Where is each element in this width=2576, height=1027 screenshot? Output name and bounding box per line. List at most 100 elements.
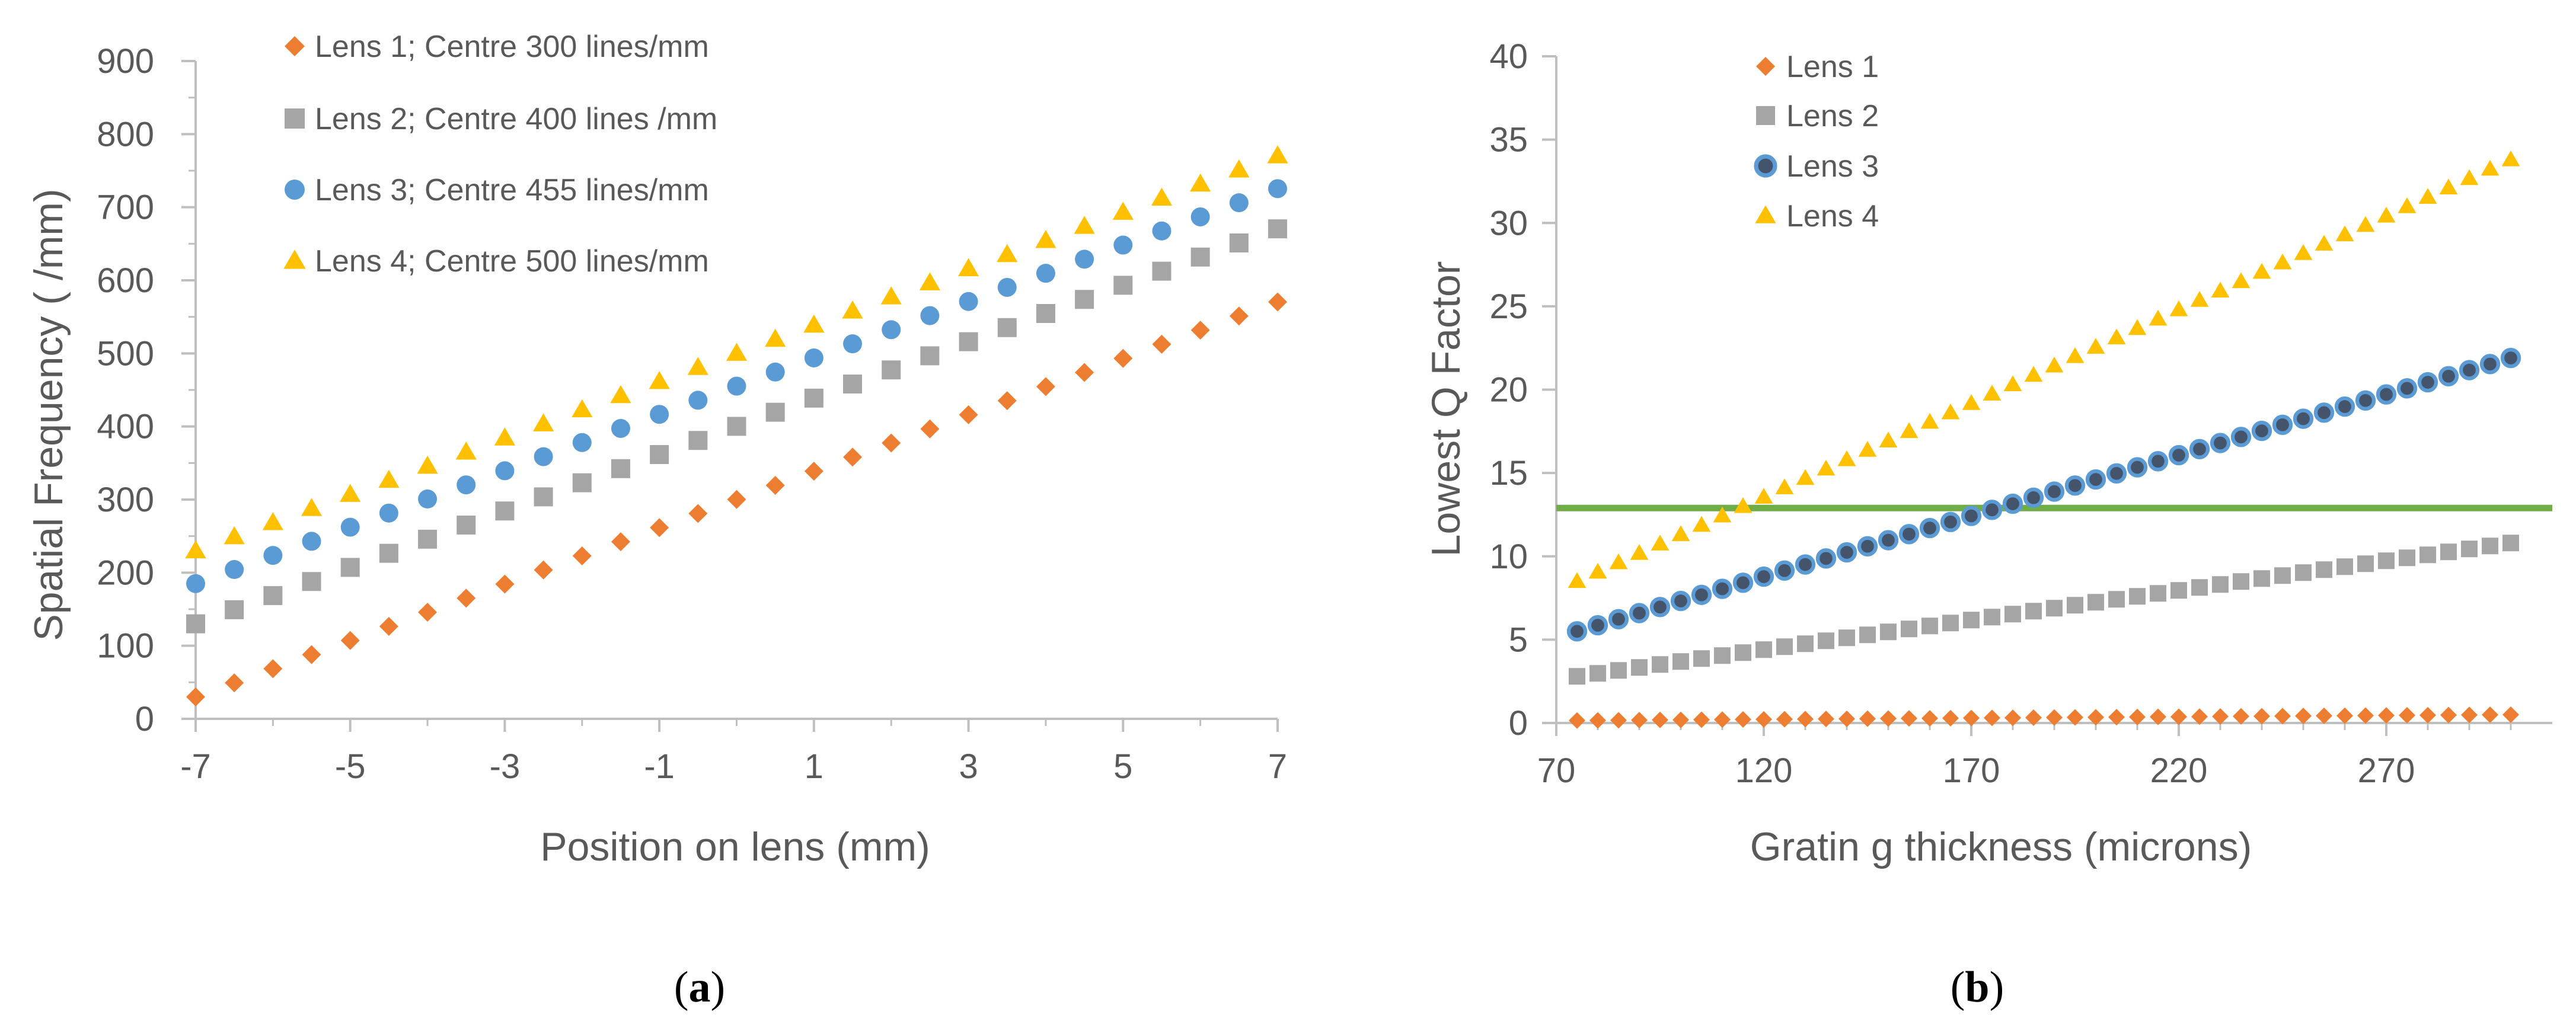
chart-b-point-series-2	[1921, 618, 1938, 635]
chart-b-point-series-4	[1692, 516, 1711, 532]
chart-b-point-series-1	[2482, 706, 2498, 724]
chart-b-point-series-2	[1901, 620, 1917, 638]
chart-b-point-series-3	[2023, 487, 2044, 508]
chart-a-point-series-1	[765, 475, 785, 495]
chart-b-point-series-3	[1940, 511, 1961, 532]
chart-b-point-series-3	[2044, 481, 2065, 502]
chart-a-point-series-4	[957, 258, 979, 277]
chart-b-point-series-4	[1609, 553, 1628, 570]
chart-b-point-series-4	[1796, 469, 1815, 485]
chart-a-point-series-2	[611, 459, 630, 478]
chart-a-point-series-2	[997, 318, 1017, 337]
chart-b-point-series-4	[2460, 169, 2479, 185]
chart-a-point-series-4	[1190, 173, 1211, 192]
chart-a-xtick-label: 7	[1268, 747, 1287, 786]
chart-a-point-series-1	[379, 616, 398, 636]
chart-b-ytick-label: 25	[1489, 287, 1528, 326]
chart-a-point-series-3	[534, 447, 553, 466]
chart-a-point-series-2	[1113, 276, 1133, 295]
caption-b-open: (	[1951, 963, 1965, 1012]
chart-a-axes	[181, 60, 1279, 732]
chart-b-point-series-1	[1859, 710, 1876, 727]
chart-b-point-series-4	[2045, 356, 2064, 373]
chart-a-ytick-label: 600	[97, 261, 154, 300]
chart-a-point-series-3	[1229, 193, 1249, 213]
chart-a-point-series-1	[302, 645, 321, 664]
chart-b-point-series-1	[1610, 712, 1627, 729]
chart-a-point-series-2	[302, 572, 321, 591]
chart-a-point-series-4	[880, 286, 902, 305]
chart-a-point-series-1	[688, 504, 708, 523]
chart-b-point-series-1	[1652, 711, 1668, 728]
chart-a-ytick-label: 500	[97, 334, 154, 373]
chart-a-point-series-3	[1268, 179, 1287, 199]
chart-b-ylabel: Lowest Q Factor	[1423, 261, 1469, 557]
chart-a-legend-label-1: Lens 1; Centre 300 lines/mm	[315, 30, 709, 64]
chart-b-point-series-1	[1755, 711, 1772, 728]
chart-a-legend-marker-3	[285, 180, 305, 200]
chart-a-point-series-3	[302, 532, 321, 551]
chart-b-ytick-label: 10	[1489, 538, 1528, 576]
chart-a-point-series-1	[418, 603, 438, 622]
chart-b-point-series-2	[1652, 656, 1668, 673]
chart-b-point-series-2	[1963, 612, 1980, 629]
chart-b-legend-label-3: Lens 3	[1786, 149, 1879, 184]
chart-a-ytick-label: 200	[97, 554, 154, 592]
chart-b-point-series-2	[2419, 546, 2436, 564]
chart-a-point-series-1	[225, 673, 244, 693]
chart-b-point-series-2	[1610, 662, 1627, 679]
chart-a-point-series-3	[611, 418, 630, 438]
chart-b-point-series-4	[1671, 525, 1690, 542]
chart-a-point-series-2	[650, 445, 669, 465]
chart-a-ytick-label: 0	[135, 700, 154, 738]
chart-a-point-series-3	[457, 475, 476, 495]
chart-a-point-series-3	[186, 574, 205, 593]
caption-b: (b)	[1951, 963, 2004, 1012]
chart-b-point-series-4	[2294, 244, 2313, 260]
chart-a-ytick-label: 700	[97, 188, 154, 227]
chart-a-point-series-4	[572, 399, 593, 418]
chart-b-point-series-3	[2189, 439, 2210, 459]
chart-b-point-series-4	[2107, 328, 2126, 345]
chart-a-point-series-2	[263, 586, 283, 606]
chart-a-point-series-3	[959, 292, 978, 311]
chart-a-point-series-4	[649, 371, 670, 389]
chart-a-point-series-4	[1151, 187, 1173, 206]
chart-b-point-series-1	[2357, 707, 2374, 724]
chart-b-point-series-1	[2108, 709, 2125, 726]
chart-b-point-series-4	[2315, 235, 2334, 251]
chart-a-point-series-1	[457, 588, 476, 608]
chart-b-point-series-1	[2170, 708, 2187, 725]
chart-b-point-series-3	[1981, 500, 2003, 520]
chart-a-point-series-4	[455, 441, 477, 460]
chart-a-point-series-3	[1075, 249, 1094, 269]
chart-b-point-series-4	[2501, 150, 2520, 167]
chart-a-point-series-2	[495, 501, 515, 521]
chart-a-point-series-1	[1036, 377, 1055, 396]
chart-b-point-series-4	[2086, 338, 2105, 354]
chart-b-point-series-2	[2233, 573, 2249, 590]
chart-b-point-series-4	[1900, 422, 1919, 439]
chart-b-point-series-1	[2067, 709, 2083, 726]
chart-b-point-series-1	[2336, 707, 2353, 724]
chart-a-xtick-label: 3	[959, 747, 978, 786]
chart-a-xtick-label: -7	[180, 747, 211, 786]
chart-b-point-series-4	[2128, 319, 2147, 335]
chart-a-xtick-label: -5	[335, 747, 366, 786]
chart-b-point-series-2	[2067, 597, 2083, 614]
chart-b-point-series-2	[1818, 632, 1834, 650]
chart-b-point-series-1	[2233, 708, 2249, 725]
chart-b-point-series-2	[2004, 606, 2021, 623]
chart-a-point-series-1	[1075, 363, 1094, 382]
chart-a-ytick-label: 100	[97, 627, 154, 666]
chart-b-point-series-2	[2170, 582, 2187, 599]
chart-b-point-series-2	[1735, 644, 1751, 661]
chart-b-point-series-3	[1732, 572, 1754, 593]
chart-b-point-series-3	[1898, 524, 1920, 545]
chart-b-point-series-2	[2461, 540, 2478, 558]
chart-a-ytick-label: 800	[97, 115, 154, 153]
chart-a-point-series-4	[1267, 145, 1288, 164]
chart-b-point-series-2	[1880, 623, 1897, 641]
chart-a-point-series-3	[688, 391, 708, 410]
chart-b-ytick-label: 5	[1509, 620, 1528, 659]
